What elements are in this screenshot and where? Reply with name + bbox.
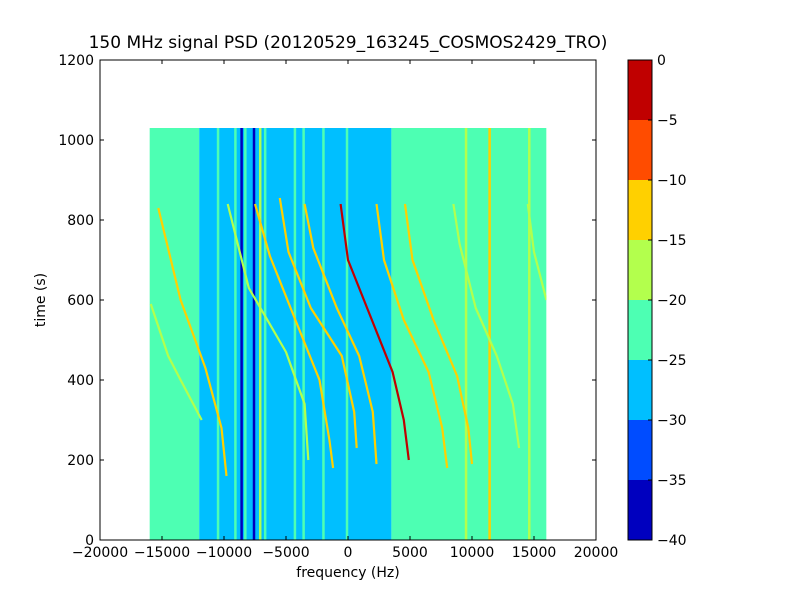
heatmap-vertical-line [464,128,468,540]
heatmap-vertical-line [488,128,491,540]
colorbar-tick-label: −15 [657,233,687,249]
colorbar-tick-label: −10 [657,173,687,189]
colorbar-tick-label: −5 [657,113,678,129]
colorbar-segment [628,120,652,180]
colorbar-tick-label: −20 [657,293,687,309]
heatmap-trace [253,203,335,469]
x-tick-label: 20000 [574,545,619,561]
heatmap-trace [303,203,378,465]
heatmap-vertical-line [302,128,305,540]
heatmap-layer [149,128,547,540]
y-tick-label: 0 [85,533,94,549]
y-axis: 0 200 400 600 800 1000 1200 [58,53,596,549]
heatmap-trace [526,203,547,301]
x-tick-label: −15000 [134,545,190,561]
heatmap-vertical-line [263,128,267,540]
heatmap-vertical-line [216,128,220,540]
colorbar-segment [628,300,652,360]
heatmap-vertical-line [528,128,531,540]
heatmap-vertical-line [244,128,247,540]
y-axis-label: time (s) [33,273,49,327]
heatmap-vertical-line [252,128,256,540]
x-tick-label: 5000 [392,545,428,561]
colorbar-segment [628,420,652,480]
colorbar-segment [628,480,652,540]
heatmap-region [391,128,547,540]
x-axis-label: frequency (Hz) [296,565,399,581]
heatmap-trace [157,207,228,477]
colorbar-tick-label: 0 [657,53,666,69]
y-tick-label: 1200 [58,53,94,69]
heatmap-trace [403,203,474,465]
x-tick-label: −5000 [262,545,309,561]
heatmap-vertical-line [240,128,243,540]
x-axis: −20000 −15000 −10000 −5000 0 5000 10000 15000 20… [72,60,618,561]
colorbar-segment [628,180,652,240]
colorbar-tick-label: −25 [657,353,687,369]
plot-area: −20000 −15000 −10000 −5000 0 5000 10000 15000 20… [58,53,618,561]
y-tick-label: 400 [67,373,94,389]
x-tick-label: 0 [344,545,353,561]
heatmap-trace [339,203,410,461]
chart-title: 150 MHz signal PSD (20120529_163245_COSM… [89,33,608,53]
x-tick-label: 15000 [512,545,557,561]
heatmap-vertical-line [258,128,262,540]
colorbar: −40 −35 −30 −25 −20 −15 −10 −5 0 [627,53,687,549]
colorbar-segment [628,360,652,420]
y-tick-label: 800 [67,213,94,229]
heatmap-vertical-line [293,128,297,540]
heatmap-trace [375,203,449,469]
heatmap-trace [149,303,203,421]
heatmap-trace [452,203,521,449]
y-tick-label: 200 [67,453,94,469]
heatmap-trace [278,197,358,449]
colorbar-segment [628,240,652,300]
heatmap-vertical-line [322,128,325,540]
heatmap-trace [226,203,310,461]
colorbar-tick-label: −35 [657,473,687,489]
colorbar-tick-label: −30 [657,413,687,429]
x-tick-label: −10000 [196,545,252,561]
heatmap-vertical-line [345,128,349,540]
heatmap-vertical-line [234,128,237,540]
heatmap-region [149,128,200,540]
x-tick-label: 10000 [450,545,495,561]
y-tick-label: 1000 [58,133,94,149]
y-tick-label: 600 [67,293,94,309]
colorbar-segment [628,60,652,120]
x-tick-label: −20000 [72,545,128,561]
colorbar-tick-label: −40 [657,533,687,549]
